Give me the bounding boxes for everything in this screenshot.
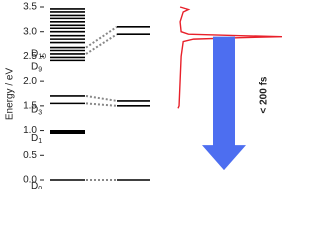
- level-letter: D: [31, 48, 38, 59]
- arrow: [202, 36, 246, 171]
- y-tick-label: 3.0: [23, 26, 37, 37]
- level-letter: D: [31, 133, 38, 144]
- correlation-line: [85, 94, 118, 102]
- y-tick-label: 1.0: [23, 125, 37, 136]
- spectrum: [177, 6, 282, 109]
- level-label: D10: [31, 48, 46, 60]
- level-subscript: 10: [38, 53, 46, 60]
- level-subscript: 0: [38, 186, 42, 189]
- level-subscript: 3: [38, 109, 42, 116]
- level-label: D0: [31, 181, 42, 189]
- y-axis-label: Energy / eV: [5, 68, 16, 121]
- level-label: D3: [31, 104, 42, 116]
- chart: Energy / eV 0.00.51.01.52.02.53.03.5D0D1…: [5, 2, 282, 189]
- y-tick-label: 3.5: [23, 2, 37, 13]
- y-tick-label: 1.5: [23, 100, 37, 111]
- level-label: D9: [31, 61, 42, 73]
- y-tick-label: 2.5: [23, 51, 37, 62]
- y-tick-label: 2.0: [23, 76, 37, 87]
- arrow-label: < 200 fs: [259, 76, 270, 113]
- y-tick-label: 0.5: [23, 150, 37, 161]
- level-label: D1: [31, 133, 42, 145]
- correlation-line: [85, 102, 118, 107]
- level-letter: D: [31, 181, 38, 189]
- level-subscript: 1: [38, 138, 42, 145]
- level-subscript: 9: [38, 66, 42, 73]
- y-tick-label: 0.0: [23, 175, 37, 186]
- correlation-line: [85, 25, 118, 49]
- level-letter: D: [31, 104, 38, 115]
- level-letter: D: [31, 61, 38, 72]
